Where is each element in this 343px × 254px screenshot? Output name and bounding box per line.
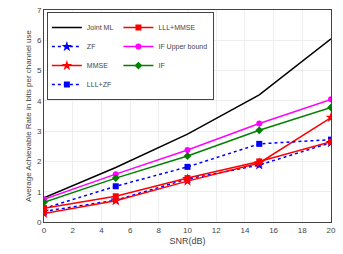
svg-text:18: 18 xyxy=(298,226,307,235)
svg-text:MMSE: MMSE xyxy=(87,62,108,69)
svg-text:0: 0 xyxy=(37,218,42,227)
svg-text:IF Upper bound: IF Upper bound xyxy=(158,43,207,51)
svg-text:3: 3 xyxy=(37,127,42,136)
svg-text:LLL+ZF: LLL+ZF xyxy=(87,81,111,88)
svg-text:Joint ML: Joint ML xyxy=(87,24,114,31)
svg-text:1: 1 xyxy=(37,188,42,197)
svg-text:0: 0 xyxy=(42,226,47,235)
svg-text:6: 6 xyxy=(37,36,42,45)
svg-text:8: 8 xyxy=(157,226,162,235)
svg-text:20: 20 xyxy=(327,226,336,235)
svg-text:Average Achievable Rate in bit: Average Achievable Rate in bits per chan… xyxy=(24,29,33,202)
svg-text:5: 5 xyxy=(37,66,42,75)
svg-text:12: 12 xyxy=(212,226,221,235)
svg-text:10: 10 xyxy=(183,226,192,235)
svg-text:SNR(dB): SNR(dB) xyxy=(169,236,205,246)
svg-text:2: 2 xyxy=(70,226,75,235)
svg-text:16: 16 xyxy=(269,226,278,235)
svg-text:6: 6 xyxy=(128,226,133,235)
svg-text:4: 4 xyxy=(37,97,42,106)
svg-text:2: 2 xyxy=(37,157,42,166)
svg-text:IF: IF xyxy=(158,62,164,69)
svg-text:LLL+MMSE: LLL+MMSE xyxy=(158,24,195,31)
svg-text:14: 14 xyxy=(240,226,249,235)
svg-text:ZF: ZF xyxy=(87,43,96,50)
svg-text:4: 4 xyxy=(99,226,104,235)
svg-text:7: 7 xyxy=(37,6,42,15)
